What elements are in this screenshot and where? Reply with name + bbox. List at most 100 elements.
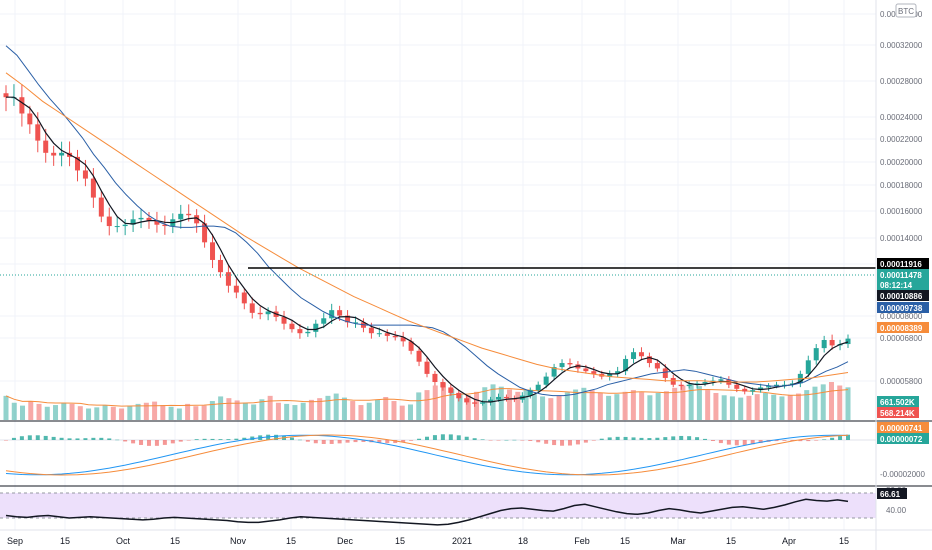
- volume-bar-54: [449, 388, 455, 420]
- macd-hist-54: [432, 435, 437, 440]
- candle-body-41: [329, 310, 335, 319]
- moving-averages: [5, 45, 849, 403]
- candle-43: [345, 310, 351, 328]
- macd-hist-73: [583, 440, 588, 443]
- macd-hist-3: [27, 435, 32, 440]
- macd-hist-85: [679, 435, 684, 440]
- candle-body-13: [106, 216, 112, 227]
- volume-bar-86: [713, 392, 719, 420]
- macd-hist-47: [377, 440, 382, 443]
- volume-bar-25: [209, 401, 215, 420]
- volume-bar-38: [317, 398, 323, 420]
- volume-bar-53: [441, 382, 447, 420]
- candle-55: [440, 378, 446, 391]
- x-tick-label-12: Mar: [670, 536, 686, 546]
- candle-body-101: [805, 360, 811, 374]
- candle-body-94: [750, 390, 756, 392]
- candle-36: [289, 319, 295, 333]
- candle-body-57: [456, 392, 462, 399]
- candle-body-84: [670, 377, 676, 385]
- volume-bar-62: [515, 391, 521, 420]
- volume-bar-63: [523, 390, 529, 420]
- candle-body-31: [249, 303, 255, 313]
- macd-hist-100: [798, 440, 803, 442]
- candle-body-2: [19, 97, 25, 114]
- macd-hist-9: [75, 438, 80, 440]
- price-label-ma-black: 0.00010886: [877, 290, 929, 301]
- candle-body-82: [654, 363, 660, 369]
- macd-hist-83: [663, 437, 668, 440]
- candle-26: [210, 233, 216, 269]
- candle-body-32: [257, 312, 263, 315]
- candle-body-19: [154, 220, 160, 225]
- candle-body-102: [813, 348, 819, 361]
- candle-body-51: [408, 341, 414, 351]
- volume-bar-36: [300, 402, 306, 420]
- price-label-box-last: [877, 269, 929, 280]
- volume-bar-76: [630, 390, 636, 420]
- macd-hist-40: [321, 440, 326, 444]
- candle-body-86: [686, 384, 692, 387]
- candle-69: [551, 363, 557, 380]
- ma-black-line: [6, 96, 849, 403]
- price-label-ma-blue: 0.00009738: [877, 302, 929, 313]
- volume-bar-1: [11, 402, 17, 420]
- candle-14: [114, 217, 120, 233]
- macd-hist-28: [226, 439, 231, 440]
- grid: [0, 0, 876, 530]
- volume-bar-41: [341, 397, 347, 420]
- price-tick-4: 0.00022000: [880, 135, 923, 144]
- candle-body-78: [623, 358, 629, 372]
- volume-bar-37: [308, 399, 314, 420]
- candle-body-83: [662, 368, 668, 378]
- volume-bar-9: [77, 406, 83, 420]
- candle-42: [337, 305, 343, 321]
- macd-hist-41: [329, 440, 334, 444]
- candle-102: [813, 344, 819, 365]
- candle-78: [623, 355, 629, 376]
- volume-bar-23: [193, 406, 199, 420]
- candle-5: [43, 128, 49, 163]
- macd-hist-58: [464, 436, 469, 440]
- volume-bar-77: [639, 392, 645, 420]
- candle-body-88: [702, 382, 708, 384]
- macd-hist-6: [51, 436, 56, 440]
- candle-body-97: [774, 384, 780, 387]
- volume-bar-21: [176, 408, 182, 420]
- candle-19: [154, 211, 160, 233]
- volume-bar-94: [779, 396, 785, 420]
- price-label-last: 0.00011478: [877, 269, 929, 280]
- candle-body-74: [591, 371, 597, 374]
- x-tick-label-4: Nov: [230, 536, 247, 546]
- volume-bar-48: [399, 405, 405, 420]
- volume-bar-32: [267, 395, 273, 420]
- candle-3: [27, 105, 33, 134]
- currency-badge-text: BTC: [898, 7, 914, 16]
- macd-hist-94: [750, 440, 755, 445]
- candle-body-5: [43, 140, 49, 153]
- volume-bar-95: [787, 395, 793, 420]
- volume-bars: [3, 382, 851, 420]
- candle-body-50: [400, 337, 406, 342]
- candle-58: [464, 395, 470, 405]
- candle-13: [106, 207, 112, 236]
- macd-hist-21: [170, 440, 175, 444]
- candle-30: [241, 287, 247, 310]
- volume-bar-97: [804, 390, 810, 420]
- macd-hist-25: [202, 438, 207, 440]
- macd-label-text-0: 0.00000741: [880, 424, 923, 433]
- candle-20: [162, 215, 168, 235]
- rsi-band: [0, 493, 876, 518]
- price-tick-3: 0.00024000: [880, 113, 923, 122]
- volume-bar-0: [3, 395, 9, 420]
- candle-35: [281, 310, 287, 330]
- x-tick-label-1: 15: [60, 536, 70, 546]
- price-label-ma-orange: 0.00008389: [877, 322, 929, 333]
- macd-hist-38: [305, 440, 310, 442]
- volume-bar-72: [597, 392, 603, 420]
- horizontal-level[interactable]: [0, 267, 876, 276]
- candle-12: [98, 191, 104, 223]
- macd-hist-8: [67, 438, 72, 440]
- volume-bar-10: [86, 408, 92, 420]
